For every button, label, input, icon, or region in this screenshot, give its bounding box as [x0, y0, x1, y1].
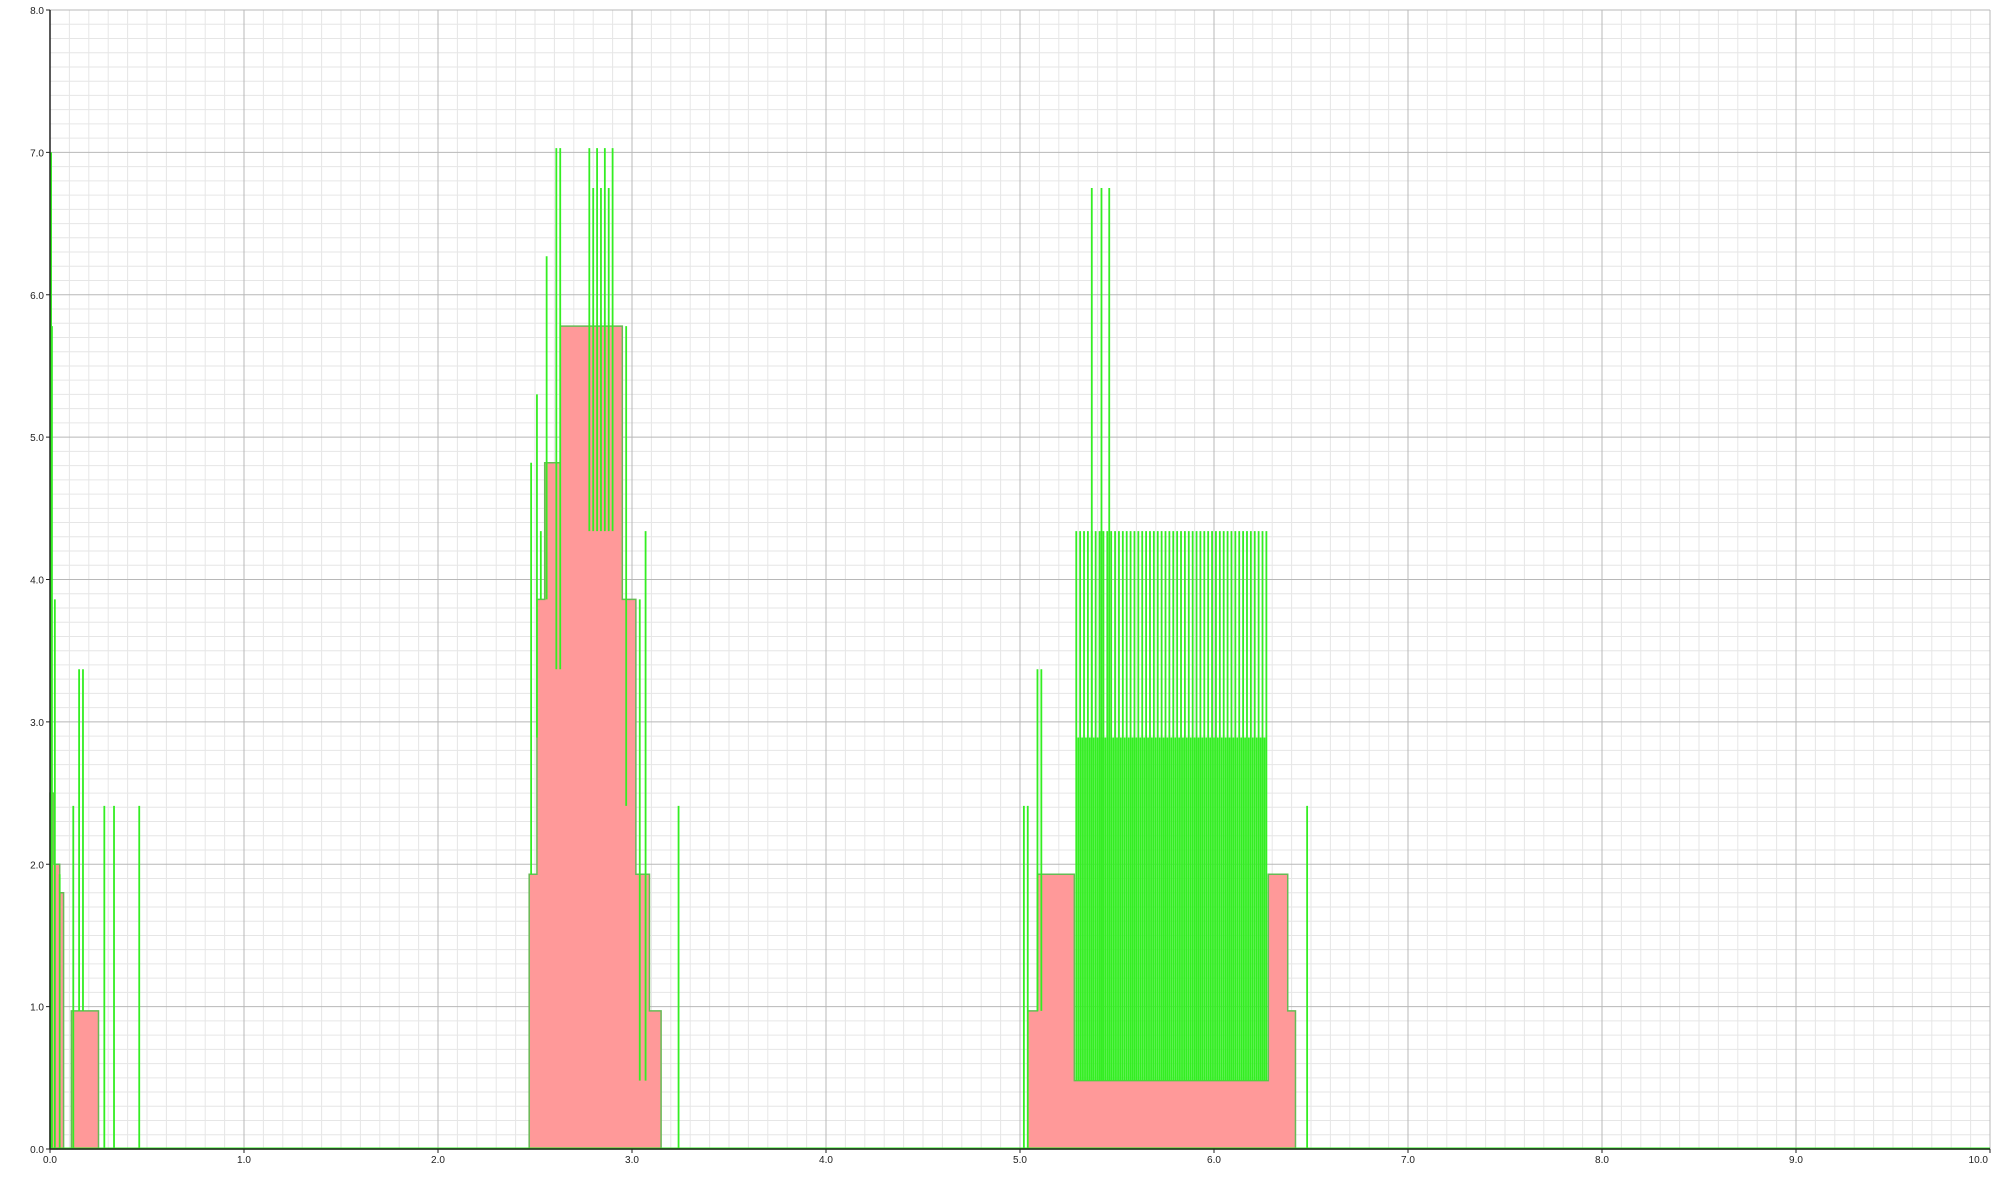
y-tick-label: 6.0 — [30, 291, 44, 302]
major-grid — [49, 9, 1991, 1150]
x-tick-label: 9.0 — [1789, 1155, 1803, 1166]
x-tick-label: 0.0 — [43, 1155, 57, 1166]
area-step-path — [49, 325, 1990, 1150]
x-tick-label: 1.0 — [237, 1155, 251, 1166]
x-tick-label: 8.0 — [1595, 1155, 1609, 1166]
x-tick-labels: 0.0 1.0 2.0 3.0 4.0 5.0 6.0 7.0 8.0 9.0 10.0 — [43, 1149, 1991, 1166]
x-tick-label: 2.0 — [431, 1155, 445, 1166]
x-tick-label: 6.0 — [1207, 1155, 1221, 1166]
y-tick-labels: 0.0 1.0 2.0 3.0 4.0 5.0 6.0 7.0 8.0 — [30, 6, 50, 1156]
x-tick-label: 3.0 — [625, 1155, 639, 1166]
area-series — [49, 325, 1990, 1150]
y-tick-label: 8.0 — [30, 6, 44, 17]
y-tick-label: 4.0 — [30, 576, 44, 587]
y-tick-label: 0.0 — [30, 1145, 44, 1156]
y-tick-label: 2.0 — [30, 860, 44, 871]
x-tick-label: 10.0 — [1969, 1155, 1989, 1166]
spike-series — [50, 148, 1990, 1150]
y-tick-label: 1.0 — [30, 1003, 44, 1014]
y-tick-label: 3.0 — [30, 718, 44, 729]
x-tick-label: 7.0 — [1401, 1155, 1415, 1166]
x-tick-label: 5.0 — [1013, 1155, 1027, 1166]
x-tick-label: 4.0 — [819, 1155, 833, 1166]
y-tick-label: 5.0 — [30, 433, 44, 444]
y-tick-label: 7.0 — [30, 148, 44, 159]
